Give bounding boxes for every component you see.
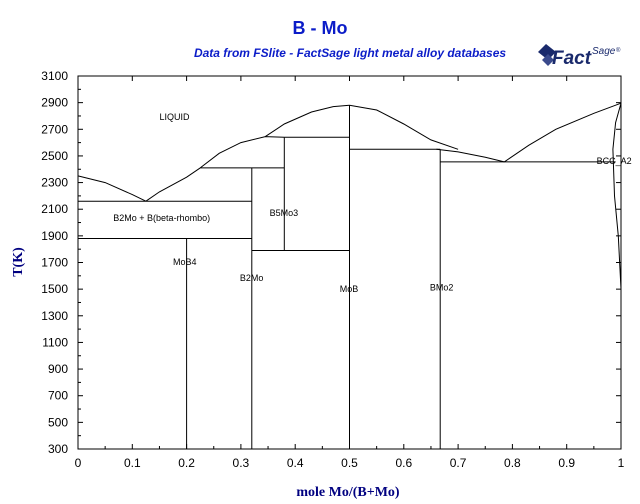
region-label: MoB bbox=[340, 284, 359, 294]
factsage-logo: Fact Sage ® bbox=[538, 44, 621, 69]
phase-line-liquidus-b-side bbox=[77, 175, 147, 202]
region-label: B2Mo bbox=[240, 273, 264, 283]
x-axis: 0 0.1 0.2 0.3 0.4 0.5 0.6 0.7 0.8 0.9 1 bbox=[75, 76, 625, 470]
chart-title: B - Mo bbox=[292, 18, 348, 38]
x-tick-label: 1 bbox=[618, 456, 625, 470]
phase-line-liquidus-b2mo-side bbox=[145, 167, 201, 202]
y-tick-label: 2500 bbox=[41, 149, 68, 163]
y-tick-label: 1900 bbox=[41, 229, 68, 243]
y-tick-label: 2300 bbox=[41, 176, 68, 190]
y-tick-label: 1700 bbox=[41, 256, 68, 270]
phase-line-liquidus-dome-left bbox=[265, 104, 350, 138]
x-axis-title: mole Mo/(B+Mo) bbox=[296, 485, 400, 500]
region-label: BMo2 bbox=[430, 282, 454, 292]
phase-line-liquidus-mo-side bbox=[504, 102, 622, 163]
phase-lines bbox=[77, 102, 622, 449]
region-label: BCC_A2 bbox=[597, 156, 632, 166]
x-tick-label: 0.8 bbox=[504, 456, 521, 470]
phase-line-liquidus-bmo2-tail bbox=[436, 148, 505, 163]
phase-line-liquidus-b2mo-top bbox=[199, 136, 285, 169]
y-tick-label: 500 bbox=[48, 415, 68, 429]
y-tick-label: 900 bbox=[48, 362, 68, 376]
logo-text-sup: Sage bbox=[592, 46, 616, 57]
x-tick-label: 0.1 bbox=[124, 456, 141, 470]
region-label: B2Mo + B(beta-rhombo) bbox=[113, 213, 210, 223]
x-tick-label: 0.6 bbox=[395, 456, 412, 470]
y-axis: 300 500 700 900 1100 1300 1500 1700 1900 2100 2300… bbox=[41, 69, 621, 456]
x-tick-label: 0.4 bbox=[287, 456, 304, 470]
y-tick-label: 1500 bbox=[41, 282, 68, 296]
logo-text-main: Fact bbox=[552, 48, 592, 69]
x-tick-label: 0.3 bbox=[233, 456, 250, 470]
chart-subtitle: Data from FSlite - FactSage light metal … bbox=[193, 46, 507, 60]
phase-line-mo-solvus bbox=[612, 103, 622, 290]
region-labels: LIQUID B2Mo + B(beta-rhombo) B5Mo3 MoB4 B2Mo… bbox=[113, 112, 631, 294]
x-tick-label: 0.2 bbox=[178, 456, 195, 470]
x-tick-label: 0.5 bbox=[341, 456, 358, 470]
region-label: MoB4 bbox=[173, 257, 197, 267]
y-tick-label: 3100 bbox=[41, 69, 68, 83]
x-tick-label: 0.7 bbox=[450, 456, 467, 470]
y-tick-label: 2100 bbox=[41, 202, 68, 216]
x-tick-label: 0 bbox=[75, 456, 82, 470]
y-tick-label: 700 bbox=[48, 389, 68, 403]
factsage-logo-mark bbox=[538, 44, 556, 66]
y-tick-label: 2700 bbox=[41, 122, 68, 136]
region-label: B5Mo3 bbox=[270, 208, 299, 218]
y-tick-label: 1100 bbox=[42, 335, 68, 349]
logo-registered-mark: ® bbox=[616, 47, 621, 54]
region-label: LIQUID bbox=[159, 112, 190, 122]
y-tick-label: 1300 bbox=[41, 309, 68, 323]
phase-line-liquidus-dome-right bbox=[349, 104, 459, 150]
x-tick-label: 0.9 bbox=[558, 456, 575, 470]
y-axis-title: T(K) bbox=[11, 247, 26, 277]
y-tick-label: 2900 bbox=[41, 96, 68, 110]
y-tick-label: 300 bbox=[48, 442, 68, 456]
